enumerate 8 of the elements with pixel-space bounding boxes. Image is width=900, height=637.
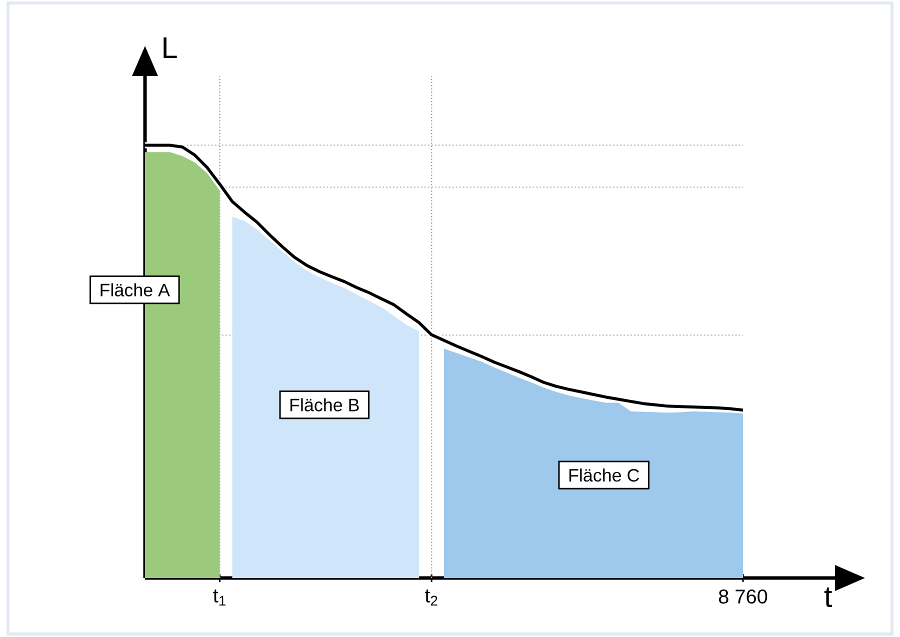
annotation: Fläche C xyxy=(569,468,640,482)
x-tick-label: t$_{2}$ xyxy=(424,590,438,606)
annotation: Fläche A xyxy=(100,283,170,296)
y-axis-title: L xyxy=(164,37,177,58)
x-tick-label: 8 760 xyxy=(718,590,768,604)
annotation: Fläche B xyxy=(290,398,359,412)
x-tick-label: t$_{1}$ xyxy=(213,590,226,606)
x-axis-title: t xyxy=(824,588,832,608)
